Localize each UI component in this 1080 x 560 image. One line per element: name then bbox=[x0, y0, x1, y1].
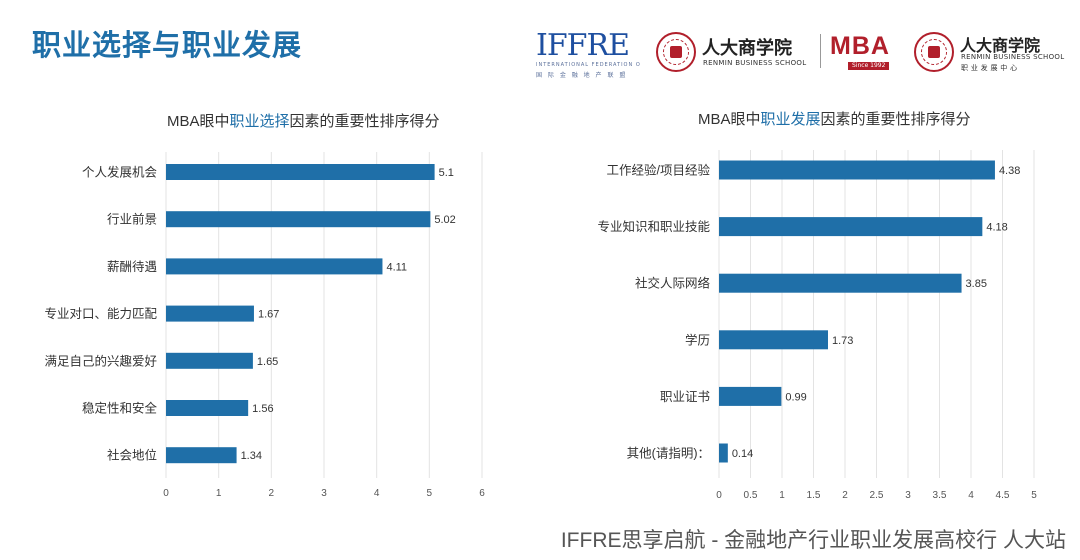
bar-value-label: 5.1 bbox=[439, 167, 454, 179]
x-tick-label: 2 bbox=[842, 490, 848, 501]
bar bbox=[719, 273, 962, 293]
page-title: 职业选择与职业发展 bbox=[32, 28, 303, 62]
category-label: 学历 bbox=[685, 332, 710, 347]
bar-value-label: 3.85 bbox=[966, 278, 987, 290]
bar bbox=[719, 443, 728, 463]
x-tick-label: 3.5 bbox=[933, 490, 947, 501]
bar-value-label: 1.56 bbox=[252, 403, 273, 415]
bar-value-label: 4.11 bbox=[386, 261, 407, 273]
category-label: 薪酬待遇 bbox=[107, 260, 157, 274]
rbs-logo-english: RENMIN BUSINESS SCHOOL bbox=[703, 59, 807, 67]
bar-value-label: 1.34 bbox=[241, 450, 262, 462]
bar-value-label: 0.14 bbox=[732, 448, 753, 460]
x-tick-label: 2 bbox=[269, 488, 275, 499]
chart-title-highlight: 职业发展 bbox=[760, 111, 821, 128]
x-tick-label: 0 bbox=[163, 488, 169, 499]
x-tick-label: 1 bbox=[216, 488, 222, 499]
x-tick-label: 1 bbox=[779, 490, 785, 501]
footer-caption: IFFRE思享启航 - 金融地产行业职业发展高校行 人大站 bbox=[560, 529, 1066, 552]
chart-title-prefix: MBA眼中 bbox=[698, 111, 761, 128]
category-label: 工作经验/项目经验 bbox=[607, 163, 711, 178]
category-label: 个人发展机会 bbox=[82, 165, 158, 180]
x-tick-label: 5 bbox=[1031, 490, 1037, 501]
career-center-seal-icon bbox=[914, 32, 954, 72]
iffre-logo-subtitle-cn: 国 际 金 融 地 产 联 盟 bbox=[536, 72, 628, 79]
rbs-logo-name: 人大商学院 bbox=[702, 38, 792, 59]
bar bbox=[166, 211, 431, 228]
x-tick-label: 1.5 bbox=[807, 490, 821, 501]
bar bbox=[166, 447, 237, 464]
category-label: 职业证书 bbox=[660, 390, 710, 404]
mba-since-badge: Since 1992 bbox=[848, 62, 890, 70]
career-choice-bar-chart: 0 1 2 3 4 5 6 个人发展机会 5.1 行业前景 5.02 薪酬待遇 4.11 专业对口、能力匹… bbox=[44, 152, 485, 499]
career-logo-subtitle: 职 业 发 展 中 心 bbox=[961, 64, 1018, 72]
bar-value-label: 1.73 bbox=[832, 335, 853, 347]
bar bbox=[719, 160, 995, 180]
chart-title-suffix: 因素的重要性排序得分 bbox=[289, 113, 440, 130]
x-tick-label: 6 bbox=[479, 488, 485, 499]
bar-value-label: 0.99 bbox=[785, 391, 806, 403]
bar-value-label: 1.67 bbox=[258, 309, 279, 321]
bar bbox=[166, 352, 253, 369]
bar-value-label: 5.02 bbox=[434, 214, 455, 226]
career-logo-english: RENMIN BUSINESS SCHOOL bbox=[961, 53, 1065, 61]
category-label: 其他(请指明)： bbox=[627, 446, 710, 461]
chart-title-prefix: MBA眼中 bbox=[167, 113, 230, 130]
bar bbox=[166, 305, 254, 322]
x-tick-label: 3 bbox=[905, 490, 911, 501]
iffre-logo: IFFRE INTERNATIONAL FEDERATION OF FINANC… bbox=[536, 28, 640, 80]
bar bbox=[166, 258, 383, 275]
bar bbox=[719, 386, 782, 406]
renmin-seal-icon bbox=[656, 32, 696, 72]
x-tick-label: 3 bbox=[321, 488, 327, 499]
x-tick-label: 0.5 bbox=[744, 490, 758, 501]
mba-logo-text: MBA bbox=[830, 32, 890, 60]
bar-value-label: 4.18 bbox=[986, 222, 1007, 234]
x-tick-label: 4.5 bbox=[996, 490, 1010, 501]
iffre-logo-subtitle: INTERNATIONAL FEDERATION OF FINANCE & RE… bbox=[536, 62, 640, 68]
career-logo-name: 人大商学院 bbox=[960, 36, 1041, 55]
category-label: 社交人际网络 bbox=[635, 276, 711, 291]
bar-value-label: 4.38 bbox=[999, 165, 1020, 177]
category-label: 满足自己的兴趣爱好 bbox=[44, 353, 157, 368]
category-label: 社会地位 bbox=[107, 448, 157, 463]
category-label: 稳定性和安全 bbox=[82, 401, 158, 416]
x-tick-label: 0 bbox=[716, 490, 722, 501]
x-tick-label: 4 bbox=[968, 490, 974, 501]
iffre-logo-text: IFFRE bbox=[536, 28, 630, 63]
category-label: 专业知识和职业技能 bbox=[597, 219, 710, 234]
bar bbox=[166, 400, 249, 416]
chart-title-suffix: 因素的重要性排序得分 bbox=[820, 111, 971, 128]
bar-value-label: 1.65 bbox=[257, 356, 278, 368]
bar bbox=[719, 330, 828, 350]
category-label: 专业对口、能力匹配 bbox=[44, 306, 157, 321]
logo-divider bbox=[820, 34, 821, 68]
logo-bar: IFFRE INTERNATIONAL FEDERATION OF FINANC… bbox=[530, 26, 1065, 82]
category-label: 行业前景 bbox=[107, 212, 157, 227]
chart-title-career-development: MBA眼中职业发展因素的重要性排序得分 bbox=[698, 108, 971, 129]
chart-title-career-choice: MBA眼中职业选择因素的重要性排序得分 bbox=[167, 110, 440, 131]
x-tick-label: 5 bbox=[427, 488, 433, 499]
bar bbox=[719, 217, 983, 237]
career-development-bar-chart: 0 0.5 1 1.5 2 2.5 3 3.5 4 4.5 5 工作经验/项目经验 4.38 专业知识和职… bbox=[597, 150, 1037, 501]
chart-title-highlight: 职业选择 bbox=[229, 113, 290, 130]
x-tick-label: 2.5 bbox=[870, 490, 884, 501]
x-tick-label: 4 bbox=[374, 488, 380, 499]
bar bbox=[166, 164, 435, 180]
